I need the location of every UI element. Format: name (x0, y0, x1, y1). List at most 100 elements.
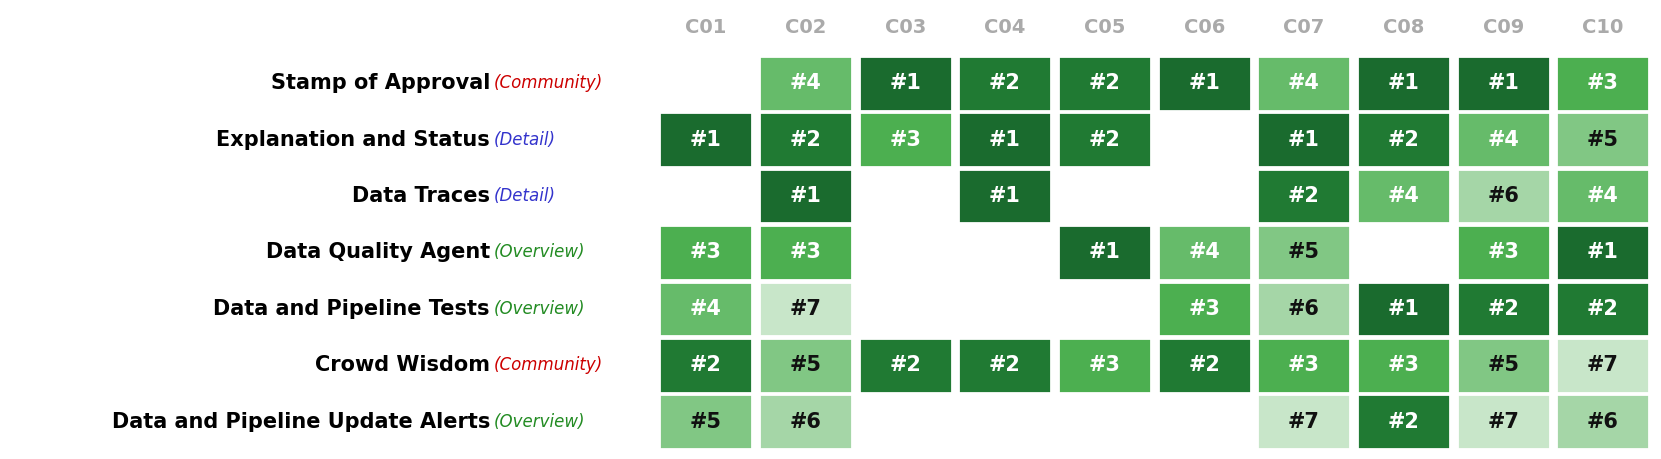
Text: C01: C01 (686, 18, 726, 37)
Bar (1158, 56, 1251, 111)
Bar (1357, 112, 1450, 167)
Text: (Community): (Community) (493, 74, 603, 92)
Text: #2: #2 (988, 73, 1022, 93)
Bar (859, 338, 952, 392)
Text: #3: #3 (689, 242, 723, 263)
Bar (1158, 112, 1251, 167)
Bar (1556, 169, 1649, 224)
Text: #7: #7 (1586, 355, 1619, 375)
Bar (1257, 281, 1350, 336)
Text: #4: #4 (1188, 242, 1221, 263)
Bar (1257, 112, 1350, 167)
Text: #1: #1 (1387, 73, 1420, 93)
Bar (659, 225, 752, 280)
Bar (958, 394, 1051, 449)
Text: #1: #1 (988, 129, 1022, 150)
Text: C03: C03 (885, 18, 925, 37)
Text: (Overview): (Overview) (493, 413, 585, 431)
Bar (1357, 394, 1450, 449)
Text: #2: #2 (889, 355, 922, 375)
Text: (Detail): (Detail) (493, 131, 555, 149)
Text: (Overview): (Overview) (493, 300, 585, 318)
Bar (1457, 112, 1550, 167)
Bar (759, 338, 852, 392)
Bar (759, 225, 852, 280)
Text: C06: C06 (1184, 18, 1224, 37)
Bar (1556, 281, 1649, 336)
Text: (Overview): (Overview) (493, 243, 585, 262)
Bar (1357, 56, 1450, 111)
Text: #2: #2 (988, 355, 1022, 375)
Bar (1257, 394, 1350, 449)
Text: #2: #2 (1088, 129, 1121, 150)
Bar (759, 169, 852, 224)
Bar (1058, 56, 1151, 111)
Text: #1: #1 (689, 129, 723, 150)
Bar (1257, 225, 1350, 280)
Text: #4: #4 (1387, 186, 1420, 206)
Text: Data and Pipeline Update Alerts: Data and Pipeline Update Alerts (111, 412, 490, 431)
Text: #1: #1 (1088, 242, 1121, 263)
Text: #2: #2 (1088, 73, 1121, 93)
Bar (1357, 281, 1450, 336)
Text: #7: #7 (1487, 412, 1520, 431)
Bar (1058, 225, 1151, 280)
Bar (1058, 281, 1151, 336)
Text: #1: #1 (889, 73, 922, 93)
Bar (759, 112, 852, 167)
Text: #5: #5 (1287, 242, 1320, 263)
Bar (958, 281, 1051, 336)
Bar (1556, 112, 1649, 167)
Text: C08: C08 (1384, 18, 1423, 37)
Bar (958, 169, 1051, 224)
Bar (1556, 394, 1649, 449)
Bar (1357, 169, 1450, 224)
Text: #2: #2 (1387, 129, 1420, 150)
Bar (659, 169, 752, 224)
Bar (859, 169, 952, 224)
Bar (1257, 338, 1350, 392)
Bar (859, 394, 952, 449)
Text: #2: #2 (1487, 299, 1520, 319)
Bar (659, 338, 752, 392)
Text: #4: #4 (1287, 73, 1320, 93)
Bar (659, 281, 752, 336)
Bar (958, 225, 1051, 280)
Text: #5: #5 (689, 412, 723, 431)
Bar (1257, 56, 1350, 111)
Bar (1158, 225, 1251, 280)
Bar (1058, 169, 1151, 224)
Text: #4: #4 (689, 299, 723, 319)
Text: #4: #4 (1586, 186, 1619, 206)
Text: #3: #3 (1287, 355, 1320, 375)
Bar (1257, 169, 1350, 224)
Text: #5: #5 (789, 355, 822, 375)
Text: #6: #6 (1287, 299, 1320, 319)
Bar (1457, 56, 1550, 111)
Text: #3: #3 (1586, 73, 1619, 93)
Text: Stamp of Approval: Stamp of Approval (271, 73, 490, 93)
Bar (1357, 338, 1450, 392)
Text: #2: #2 (689, 355, 723, 375)
Text: #2: #2 (789, 129, 822, 150)
Bar (1556, 225, 1649, 280)
Text: Data Quality Agent: Data Quality Agent (266, 242, 490, 263)
Text: #1: #1 (1387, 299, 1420, 319)
Bar (1158, 169, 1251, 224)
Bar (958, 338, 1051, 392)
Text: #3: #3 (1387, 355, 1420, 375)
Bar (1556, 56, 1649, 111)
Bar (1457, 169, 1550, 224)
Bar (1158, 338, 1251, 392)
Text: Explanation and Status: Explanation and Status (216, 129, 490, 150)
Text: #4: #4 (1487, 129, 1520, 150)
Bar (1058, 394, 1151, 449)
Bar (1457, 338, 1550, 392)
Text: #6: #6 (1487, 186, 1520, 206)
Text: #1: #1 (1188, 73, 1221, 93)
Bar (1457, 225, 1550, 280)
Text: #3: #3 (1487, 242, 1520, 263)
Text: #3: #3 (1188, 299, 1221, 319)
Bar (859, 56, 952, 111)
Text: #1: #1 (789, 186, 822, 206)
